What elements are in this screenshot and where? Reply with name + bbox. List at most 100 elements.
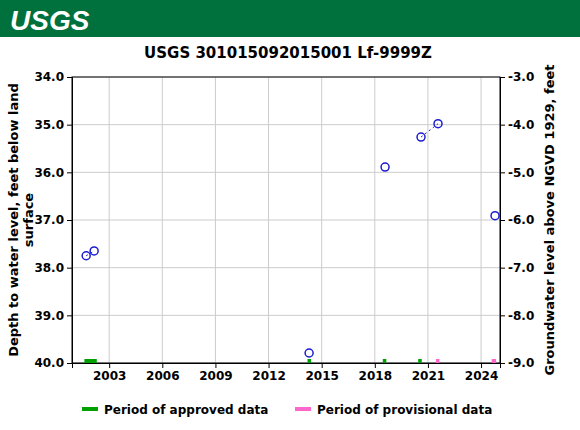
tick-mark bbox=[481, 363, 482, 368]
plot-frame bbox=[72, 77, 500, 363]
tick: -9.0 bbox=[500, 356, 534, 370]
tick-mark bbox=[375, 363, 376, 368]
tick: -8.0 bbox=[500, 309, 534, 323]
tick: 2006 bbox=[146, 363, 179, 383]
tick-label: -3.0 bbox=[508, 70, 534, 84]
tick: 36.0 bbox=[34, 166, 72, 180]
grid-line-y bbox=[72, 172, 500, 173]
tick: 35.0 bbox=[34, 118, 72, 132]
tick: 39.0 bbox=[34, 309, 72, 323]
tick-mark bbox=[67, 77, 72, 78]
grid-line-y bbox=[72, 220, 500, 221]
tick-label: 2009 bbox=[199, 369, 232, 383]
legend-swatch bbox=[82, 407, 98, 411]
tick-mark bbox=[500, 268, 505, 269]
tick-label: 2003 bbox=[93, 369, 126, 383]
data-point bbox=[381, 163, 389, 171]
period-bar bbox=[492, 359, 496, 363]
tick: 2003 bbox=[93, 363, 126, 383]
tick: 40.0 bbox=[34, 356, 72, 370]
period-bar bbox=[383, 359, 387, 363]
period-bar bbox=[436, 359, 440, 363]
tick-mark bbox=[162, 363, 163, 368]
grid-line-y bbox=[72, 124, 500, 125]
tick-label: 36.0 bbox=[34, 166, 64, 180]
tick: 37.0 bbox=[34, 213, 72, 227]
tick-mark bbox=[67, 220, 72, 221]
tick-mark bbox=[500, 315, 505, 316]
logo: USGS bbox=[10, 5, 90, 36]
legend-swatch bbox=[295, 407, 311, 411]
y-axis-title-line: surface bbox=[21, 193, 36, 248]
tick-label: 2006 bbox=[146, 369, 179, 383]
tick: -6.0 bbox=[500, 213, 534, 227]
y2-axis: -3.0 -4.0 -5.0 -6.0 -7.0 -8.0 -9.0 bbox=[500, 70, 534, 370]
tick-mark bbox=[269, 363, 270, 368]
axis-line bbox=[501, 78, 506, 364]
x-axis: 2003 2006 2009 2012 2015 2018 2021 2024 bbox=[73, 363, 501, 383]
tick-label: -8.0 bbox=[508, 309, 534, 323]
tick-label: -6.0 bbox=[508, 213, 534, 227]
tick: 38.0 bbox=[34, 261, 72, 275]
data-point bbox=[90, 247, 98, 255]
tick-label: 34.0 bbox=[34, 70, 64, 84]
tick-mark bbox=[322, 363, 323, 368]
legend-label: Period of approved data bbox=[104, 403, 268, 417]
title: USGS 301015092015001 Lf-9999Z bbox=[144, 44, 432, 62]
tick-label: 2024 bbox=[465, 369, 498, 383]
header-bar bbox=[0, 0, 580, 37]
chart: USGSUSGS 301015092015001 Lf-9999Z2003200… bbox=[0, 0, 580, 430]
grid-line-y bbox=[72, 267, 500, 268]
period-bar bbox=[84, 359, 96, 363]
grid-line-y bbox=[72, 315, 500, 316]
legend: Period of approved data Period of provisi… bbox=[82, 403, 492, 417]
tick-mark bbox=[500, 220, 505, 221]
data-point bbox=[82, 252, 90, 260]
tick-mark bbox=[67, 363, 72, 364]
tick: 2012 bbox=[252, 363, 285, 383]
tick-label: -7.0 bbox=[508, 261, 534, 275]
axis-line bbox=[73, 364, 501, 369]
grid bbox=[72, 77, 500, 363]
tick-mark bbox=[67, 268, 72, 269]
tick-label: 35.0 bbox=[34, 118, 64, 132]
data-point bbox=[417, 133, 425, 141]
tick: -5.0 bbox=[500, 166, 534, 180]
tick: -4.0 bbox=[500, 118, 534, 132]
tick-label: 40.0 bbox=[34, 356, 64, 370]
tick-mark bbox=[500, 77, 505, 78]
tick: 2018 bbox=[359, 363, 392, 383]
tick: 2024 bbox=[465, 363, 498, 383]
tick: 2015 bbox=[305, 363, 338, 383]
tick-label: -9.0 bbox=[508, 356, 534, 370]
tick-label: 37.0 bbox=[34, 213, 64, 227]
y-axis-title: Depth to water level, feet below landsur… bbox=[6, 83, 36, 357]
data-point bbox=[305, 349, 313, 357]
tick: -3.0 bbox=[500, 70, 534, 84]
tick-mark bbox=[67, 172, 72, 173]
data-point bbox=[434, 120, 442, 128]
legend-label: Period of provisional data bbox=[317, 403, 492, 417]
tick-mark bbox=[67, 125, 72, 126]
period-bar bbox=[418, 359, 422, 363]
tick-label: 39.0 bbox=[34, 309, 64, 323]
tick-mark bbox=[428, 363, 429, 368]
plot-area bbox=[82, 120, 499, 363]
y-axis: 34.0 35.0 36.0 37.0 38.0 39.0 40.0 bbox=[34, 70, 72, 370]
tick-mark bbox=[109, 363, 110, 368]
tick: 2021 bbox=[412, 363, 445, 383]
tick-label: 38.0 bbox=[34, 261, 64, 275]
tick-mark bbox=[67, 315, 72, 316]
data-point bbox=[491, 212, 499, 220]
y2-axis-title: Groundwater level above NGVD 1929, feet bbox=[542, 64, 557, 375]
tick-mark bbox=[500, 363, 505, 364]
tick: -7.0 bbox=[500, 261, 534, 275]
tick-label: -4.0 bbox=[508, 118, 534, 132]
tick-mark bbox=[500, 172, 505, 173]
tick-label: 2018 bbox=[359, 369, 392, 383]
tick-label: 2021 bbox=[412, 369, 445, 383]
tick: 2009 bbox=[199, 363, 232, 383]
tick-label: 2012 bbox=[252, 369, 285, 383]
tick-mark bbox=[215, 363, 216, 368]
data-line bbox=[86, 124, 495, 353]
